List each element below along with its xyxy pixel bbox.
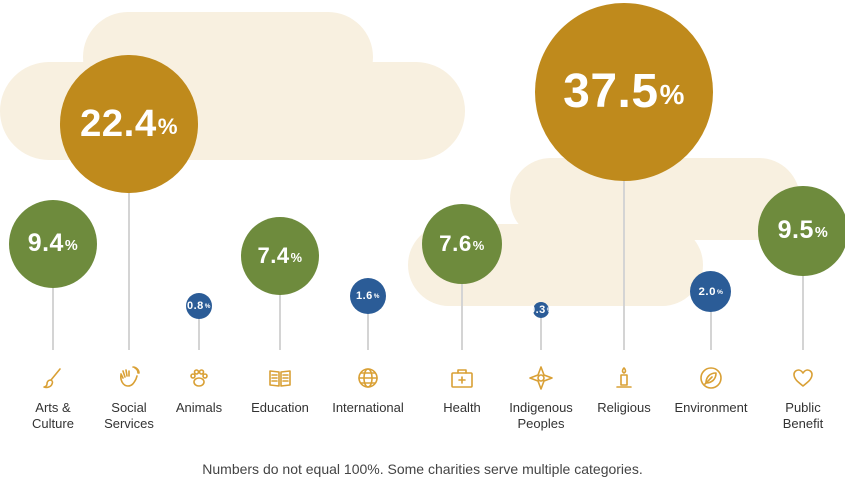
compass-star-icon — [528, 365, 554, 391]
stem-indigenous-peoples — [540, 310, 542, 350]
stem-public-benefit — [802, 231, 804, 350]
heart-icon — [790, 365, 816, 391]
globe-icon — [355, 365, 381, 391]
stem-environment — [710, 292, 712, 350]
percent-sign: % — [204, 303, 211, 311]
value-label-environment: 2.0 — [698, 285, 716, 298]
value-label-public-benefit: 9.5 — [777, 216, 814, 245]
bubble-public-benefit: 9.5% — [758, 186, 845, 276]
value-label-arts-and-culture: 9.4 — [27, 229, 64, 258]
value-label-social-services: 22.4 — [79, 101, 157, 145]
footnote: Numbers do not equal 100%. Some charitie… — [202, 461, 643, 477]
category-label-religious: Religious — [597, 400, 651, 415]
paintbrush-icon — [40, 365, 66, 391]
percent-sign: % — [290, 250, 303, 266]
value-label-international: 1.6 — [356, 289, 373, 302]
value-label-health: 7.6 — [439, 230, 472, 256]
bubble-indigenous-peoples: 0.3% — [529, 302, 552, 318]
percent-sign: % — [157, 113, 179, 139]
bubble-health: 7.6% — [422, 204, 502, 284]
category-label-public-benefit: Public Benefit — [782, 400, 824, 431]
bubble-international: 1.6% — [349, 277, 387, 315]
first-aid-kit-icon — [449, 365, 475, 391]
category-label-animals: Animals — [175, 400, 223, 415]
stem-animals — [198, 306, 200, 350]
stem-religious — [623, 92, 625, 350]
percent-sign: % — [814, 224, 829, 241]
candle-icon — [611, 365, 637, 391]
category-label-education: Education — [251, 400, 309, 415]
stem-social-services — [128, 124, 130, 350]
bubble-arts-and-culture: 9.4% — [8, 199, 98, 289]
stem-health — [461, 244, 463, 350]
bubble-environment: 2.0% — [690, 271, 732, 313]
stem-arts-and-culture — [52, 244, 54, 350]
bubble-social-services: 22.4% — [60, 55, 198, 193]
open-book-icon — [267, 365, 293, 391]
leaf-icon — [698, 365, 724, 391]
category-label-indigenous-peoples: Indigenous Peoples — [509, 400, 573, 431]
category-label-health: Health — [443, 400, 481, 415]
bubble-animals: 0.8% — [186, 293, 212, 319]
category-label-international: International — [332, 400, 404, 415]
value-label-religious: 37.5 — [563, 65, 659, 119]
percent-sign: % — [717, 289, 724, 297]
bubble-religious: 37.5% — [535, 3, 713, 181]
category-label-arts-and-culture: Arts & Culture — [32, 400, 74, 431]
percent-sign: % — [546, 307, 553, 315]
bubble-education: 7.4% — [240, 216, 320, 296]
value-label-indigenous-peoples: 0.3 — [529, 303, 546, 316]
percent-sign: % — [64, 237, 79, 254]
stem-international — [367, 296, 369, 350]
stem-education — [279, 256, 281, 350]
value-label-education: 7.4 — [257, 242, 290, 268]
paw-icon — [186, 365, 212, 391]
category-label-environment: Environment — [674, 400, 748, 415]
percent-sign: % — [472, 238, 485, 254]
value-label-animals: 0.8 — [187, 299, 204, 312]
hand-wave-icon — [116, 365, 142, 391]
category-label-social-services: Social Services — [104, 400, 154, 431]
percent-sign: % — [373, 293, 380, 301]
percent-sign: % — [659, 79, 685, 111]
